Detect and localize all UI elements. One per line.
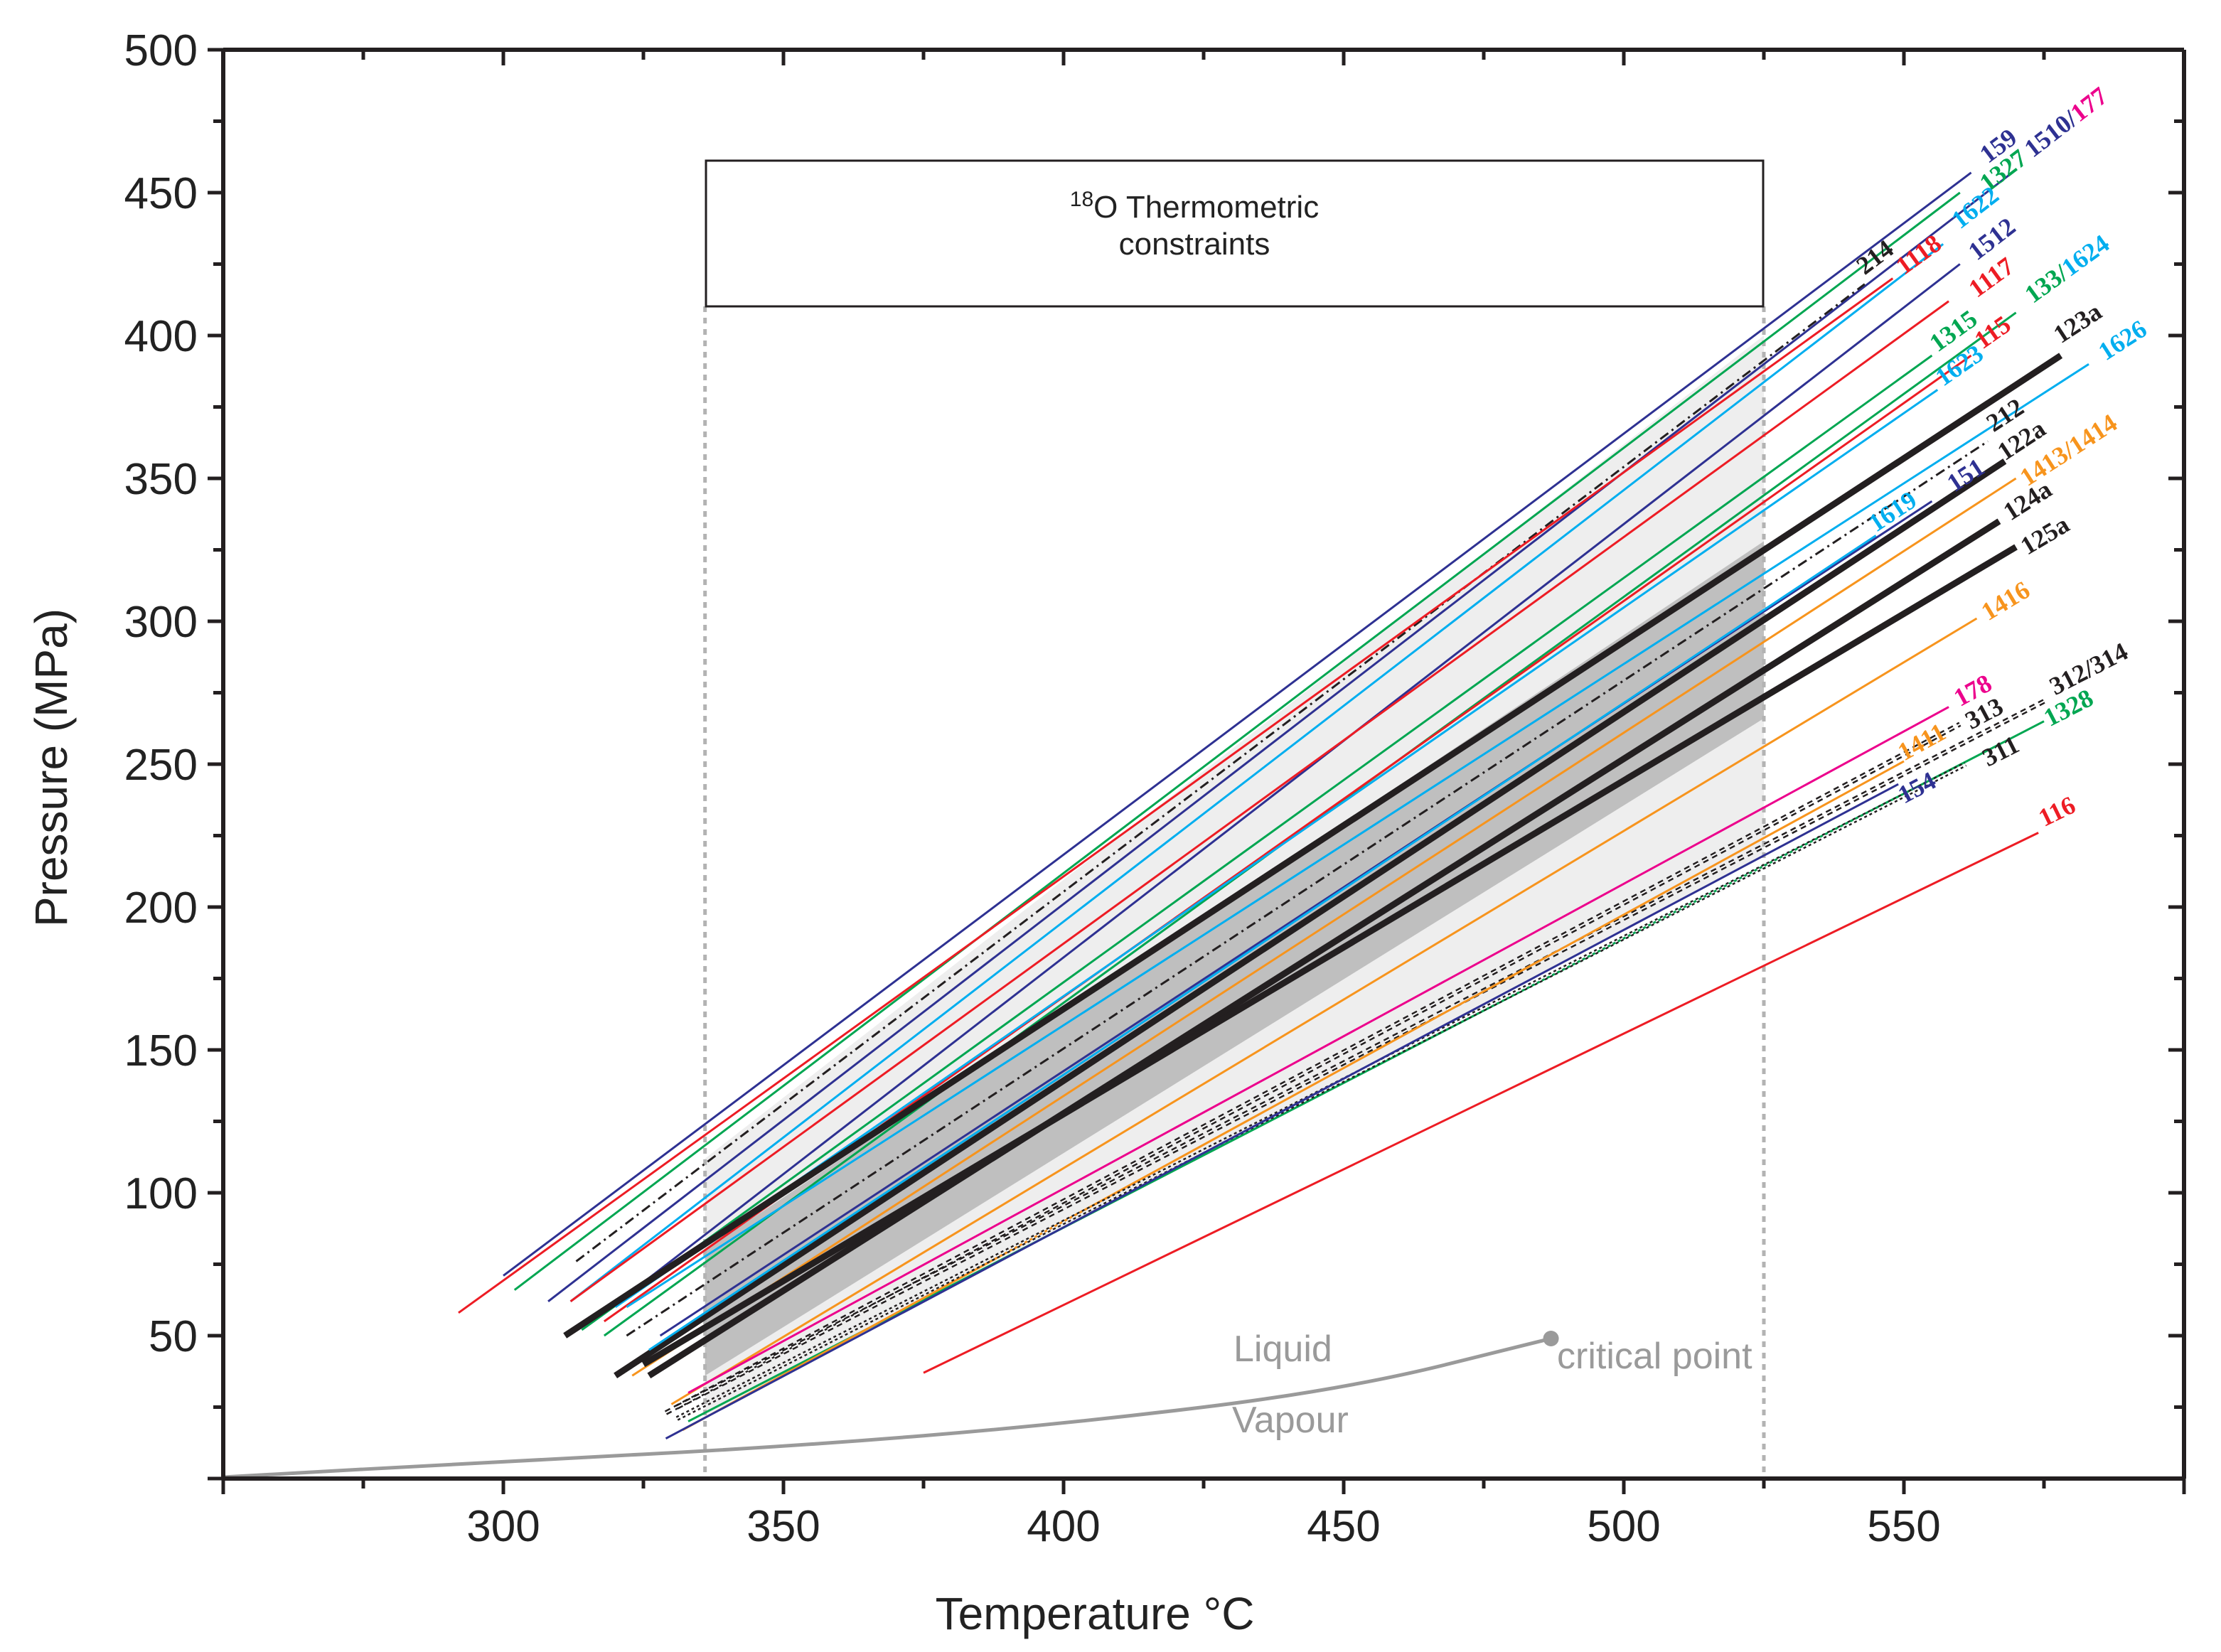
- y-axis-title: Pressure (MPa): [26, 608, 77, 927]
- x-tick-label: 450: [1307, 1502, 1380, 1551]
- isochore-line-1626: [626, 363, 2089, 1309]
- isochore-line-312-314-highlight: [676, 700, 2045, 1408]
- thermometric-box-subtitle: constraints: [1119, 227, 1270, 262]
- isochore-line-313-highlight: [665, 723, 1961, 1414]
- critical-point-label: critical point: [1557, 1336, 1752, 1377]
- isochore-line-1416: [670, 617, 1978, 1405]
- isochore-line-212: [626, 440, 1989, 1337]
- critical-point-marker: [1543, 1331, 1559, 1347]
- isochore-line-1315: [581, 354, 1933, 1331]
- y-tick-label: 100: [124, 1169, 198, 1218]
- isochore-line-116: [923, 832, 2039, 1374]
- x-tick-label: 300: [466, 1502, 540, 1551]
- axis-ticks: [208, 48, 2186, 1494]
- isochore-series: [458, 168, 2089, 1440]
- x-tick-label: 550: [1867, 1502, 1940, 1551]
- x-tick-label: 400: [1027, 1502, 1100, 1551]
- isochore-line-1512: [592, 263, 1961, 1323]
- thermometric-box: 18O Thermometric constraints: [705, 159, 1765, 308]
- liquid-vapour-boundary: [223, 1336, 1552, 1479]
- isochore-line-1327: [513, 191, 1961, 1291]
- thermometric-box-title: 18O Thermometric: [1070, 188, 1319, 225]
- liquid-label: Liquid: [1233, 1329, 1332, 1370]
- liquid-vapour-curve: [223, 1331, 1559, 1479]
- isochore-line-124a: [647, 518, 2001, 1379]
- isochore-line-1413-1414: [631, 477, 2017, 1377]
- vapour-label: Vapour: [1232, 1400, 1349, 1441]
- isochore-line-1118: [458, 277, 1894, 1314]
- isochore-line-125a: [641, 544, 2018, 1368]
- isochore-line-1117: [569, 300, 1949, 1302]
- thermometric-box-line1: O Thermometric: [1093, 190, 1319, 225]
- axis-tick-labels: 300 350 400 450 500 550 50 100 150 200 250 300 350 40…: [124, 26, 1941, 1551]
- isochore-line-1623: [614, 389, 1939, 1309]
- y-tick-label: 150: [124, 1026, 198, 1076]
- x-tick-label: 500: [1587, 1502, 1660, 1551]
- isochore-line-1622: [569, 243, 1944, 1302]
- y-tick-label: 50: [149, 1312, 198, 1361]
- y-tick-label: 250: [124, 741, 198, 790]
- isochore-line-178: [687, 706, 1949, 1394]
- x-tick-label: 350: [746, 1502, 820, 1551]
- y-tick-label: 300: [124, 598, 198, 647]
- y-tick-label: 500: [124, 26, 198, 75]
- isochore-line-122a: [614, 458, 2007, 1379]
- thermometric-box-superscript: 18: [1070, 188, 1093, 211]
- thermometric-box-frame: [705, 159, 1765, 308]
- y-tick-label: 400: [124, 312, 198, 361]
- isochore-line-154: [665, 783, 1899, 1440]
- y-tick-label: 350: [124, 455, 198, 504]
- isochore-line-159: [503, 171, 1972, 1277]
- isochore-line-214: [575, 283, 1866, 1262]
- isochore-line-123a: [563, 353, 2063, 1339]
- y-tick-label: 450: [124, 169, 198, 218]
- isochore-line-1411: [682, 760, 1905, 1431]
- isochore-line-1510-177: [547, 168, 2017, 1302]
- y-tick-label: 200: [124, 884, 198, 933]
- x-axis-title: Temperature °C: [936, 1588, 1255, 1639]
- isochore-line-1619: [648, 535, 1877, 1351]
